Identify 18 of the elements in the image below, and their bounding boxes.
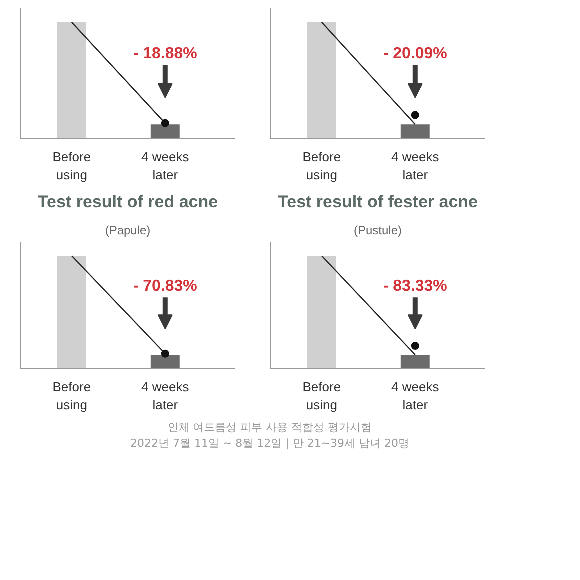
chart-subtitle: (Papule) bbox=[105, 224, 151, 238]
annotation: - 20.09% bbox=[383, 45, 448, 62]
annotation: - 83.33% bbox=[383, 278, 448, 295]
text: 2022년 7월 11일 ~ 8월 12일 | 만 21~39세 남녀 20명 bbox=[130, 436, 410, 450]
x-tick-label: Before using bbox=[52, 150, 92, 182]
text: 인체 여드름성 피부 사용 적합성 평가시험 bbox=[168, 421, 372, 434]
x-tick-label: 4 weeks later bbox=[392, 380, 440, 412]
x-tick-label: 4 weeks later bbox=[142, 150, 190, 182]
annotation: - 70.83% bbox=[133, 278, 198, 295]
x-tick-label: Before using bbox=[302, 380, 342, 412]
x-tick-label: 4 weeks later bbox=[392, 150, 440, 182]
chart-subtitle: (Pustule) bbox=[354, 224, 402, 238]
x-tick-label: 4 weeks later bbox=[142, 380, 190, 412]
chart-title: Test result of fester acne bbox=[278, 192, 478, 212]
annotation: - 18.88% bbox=[133, 45, 198, 62]
x-tick-label: Before using bbox=[302, 150, 342, 182]
chart-title: Test result of red acne bbox=[38, 192, 218, 212]
x-tick-label: Before using bbox=[52, 380, 92, 412]
